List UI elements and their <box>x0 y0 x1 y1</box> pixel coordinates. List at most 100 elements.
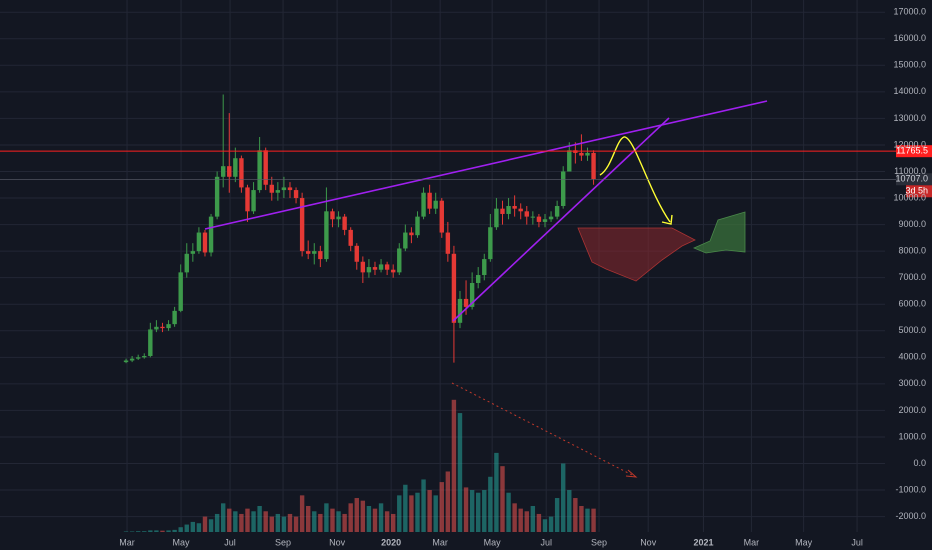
candle-body <box>585 152 590 156</box>
volume-bar <box>269 516 274 532</box>
candle-body <box>123 360 129 363</box>
volume-bar <box>172 529 177 532</box>
x-tick-label: Jul <box>224 537 236 547</box>
volume-bar <box>512 503 517 532</box>
candle-body <box>227 166 232 177</box>
y-tick-label: 12000.0 <box>893 139 926 149</box>
candle-body <box>591 152 596 180</box>
y-tick-label: 17000.0 <box>893 7 926 17</box>
candle-body <box>281 187 287 191</box>
volume-bar <box>494 452 499 532</box>
trend-line-upper <box>204 100 768 230</box>
volume-bar <box>227 508 232 532</box>
y-tick-label: -2000.0 <box>895 511 926 521</box>
candle-body <box>482 259 487 276</box>
countdown-label: 3d 5h <box>905 186 928 196</box>
volume-bar <box>409 495 414 532</box>
volume-bar <box>257 505 262 532</box>
volume-bar <box>318 513 323 532</box>
candle-body <box>142 355 147 358</box>
candle-body <box>330 211 335 220</box>
projection-curve <box>599 136 671 223</box>
volume-bar <box>403 484 408 532</box>
candle-body <box>524 211 529 217</box>
y-tick-label: 9000.0 <box>898 219 926 229</box>
y-tick-label: 13000.0 <box>893 113 926 123</box>
candle-body <box>245 187 250 212</box>
candle-body <box>208 216 214 253</box>
volume-bar <box>202 516 208 532</box>
candle-body <box>305 251 311 254</box>
candle-body <box>579 152 584 156</box>
candle-body <box>257 150 262 191</box>
candle-body <box>488 227 493 260</box>
volume-bar <box>208 519 214 532</box>
candle-body <box>476 275 481 283</box>
y-tick-label: 0.0 <box>913 458 926 468</box>
candle-body <box>196 232 202 252</box>
volume-bar <box>348 503 353 532</box>
x-tick-label: May <box>484 537 502 547</box>
volume-bar <box>415 492 420 532</box>
price-label: 11765.5 <box>896 146 928 156</box>
x-tick-label: Mar <box>119 537 135 547</box>
candle-body <box>287 187 293 191</box>
trend-line-lower <box>452 117 670 322</box>
volume-bar <box>378 503 384 532</box>
y-tick-label: 10000.0 <box>893 192 926 202</box>
x-tick-label: Mar <box>744 537 760 547</box>
volume-bar <box>275 513 281 532</box>
volume-bar <box>500 466 505 532</box>
volume-bar <box>445 471 451 532</box>
candle-body <box>542 219 548 222</box>
volume-bar <box>390 513 396 532</box>
candle-body <box>500 208 505 214</box>
volume-bar <box>312 511 317 532</box>
candle-body <box>354 245 359 262</box>
projection-arrow-head <box>661 214 673 225</box>
volume-bar <box>299 495 305 532</box>
candle-body <box>439 200 444 233</box>
candle-body <box>506 206 511 214</box>
y-tick-label: 5000.0 <box>898 325 926 335</box>
y-tick-label: 2000.0 <box>898 405 926 415</box>
candle-body <box>220 166 226 177</box>
candle-body <box>397 248 402 273</box>
candle-body <box>536 216 542 222</box>
volume-bar <box>330 508 335 532</box>
x-tick-label: Nov <box>329 537 346 547</box>
candle-body <box>312 251 317 254</box>
candle-body <box>324 211 329 260</box>
volume-bar <box>148 530 153 532</box>
x-tick-label: May <box>795 537 813 547</box>
volume-bar <box>421 479 426 532</box>
volume-bar <box>579 505 584 532</box>
volume-bar <box>567 490 572 532</box>
x-tick-label: Jul <box>851 537 863 547</box>
candle-body <box>299 198 305 252</box>
candle-body <box>348 229 353 246</box>
candle-body <box>457 298 463 323</box>
x-tick-label: Nov <box>640 537 657 547</box>
candle-body <box>336 216 341 220</box>
volume-bar <box>251 511 256 532</box>
candle-body <box>554 206 560 217</box>
volume-bar <box>129 531 135 532</box>
candle-body <box>148 329 153 356</box>
y-tick-label: 7000.0 <box>898 272 926 282</box>
volume-bar <box>281 516 287 532</box>
volume-bar <box>397 495 402 532</box>
last-price-label: 10707.0 <box>895 174 928 184</box>
candle-body <box>318 251 323 260</box>
candle-body <box>172 310 177 325</box>
candle-body <box>184 253 189 273</box>
volume-bar <box>366 505 372 532</box>
candle-body <box>421 192 426 217</box>
volume-bar <box>324 503 329 532</box>
volume-bar <box>482 490 487 532</box>
candle-body <box>494 208 499 228</box>
candle-body <box>390 269 396 273</box>
